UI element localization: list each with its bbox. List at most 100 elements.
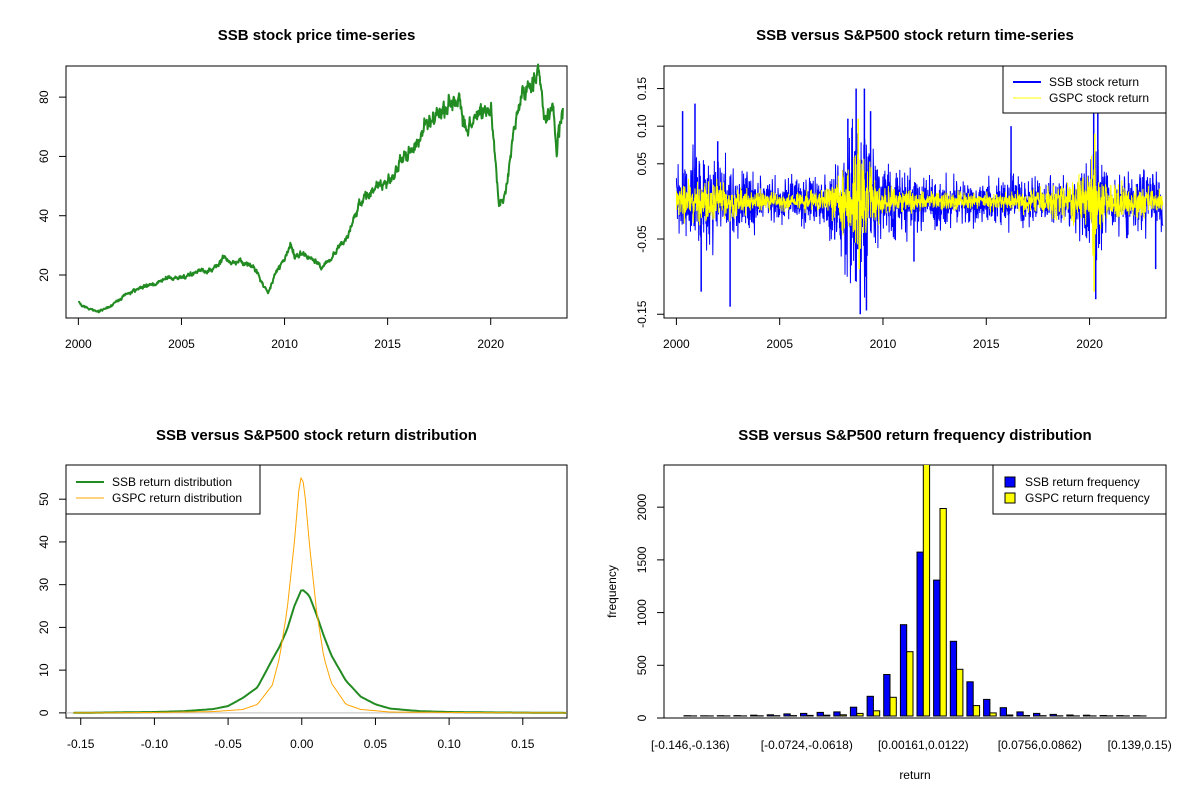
x-tick-label: 2010 bbox=[870, 337, 897, 351]
legend-label: SSB stock return bbox=[1049, 75, 1139, 89]
ssb-frequency-bar bbox=[849, 706, 858, 717]
y-tick-label: 20 bbox=[37, 620, 51, 634]
legend-label: GSPC return distribution bbox=[112, 491, 242, 505]
gspc-frequency-bar bbox=[989, 712, 997, 717]
ssb-frequency-bar bbox=[1049, 713, 1057, 717]
y-tick-label: 50 bbox=[37, 492, 51, 506]
y-axis-title: frequency bbox=[605, 565, 619, 618]
chart-title: SSB stock price time-series bbox=[218, 27, 416, 44]
y-tick-label: 1000 bbox=[635, 599, 649, 626]
ssb-frequency-bar bbox=[1082, 714, 1091, 717]
legend-box bbox=[1002, 65, 1167, 114]
x-tick-label: 2015 bbox=[374, 337, 401, 351]
ssb-frequency-bar bbox=[949, 640, 958, 717]
y-tick-label: 0.05 bbox=[635, 152, 649, 176]
y-tick-label: 60 bbox=[37, 149, 51, 163]
x-tick-label: 2000 bbox=[65, 337, 92, 351]
gspc-frequency-bar bbox=[839, 714, 847, 717]
gspc-density-line bbox=[73, 477, 567, 714]
legend-swatch bbox=[1004, 476, 1016, 488]
gspc-frequency-bar bbox=[972, 705, 981, 717]
y-tick-label: 40 bbox=[37, 209, 51, 223]
y-tick-label: 10 bbox=[37, 663, 51, 677]
ssb-frequency-bar bbox=[1016, 711, 1024, 717]
gspc-frequency-bar bbox=[872, 710, 881, 717]
x-tick-label: 2020 bbox=[477, 337, 504, 351]
price-series-line bbox=[77, 63, 564, 314]
ssb-frequency-bar bbox=[766, 714, 775, 717]
legend-label: SSB return frequency bbox=[1025, 475, 1140, 489]
ssb-frequency-bar bbox=[983, 698, 991, 717]
y-tick-label: 30 bbox=[37, 578, 51, 592]
legend-swatch bbox=[1004, 492, 1016, 504]
legend-box bbox=[992, 464, 1167, 515]
y-tick-label: 40 bbox=[37, 535, 51, 549]
y-tick-label: 1500 bbox=[635, 546, 649, 573]
x-tick-label: -0.10 bbox=[141, 737, 169, 751]
ssb-frequency-bar bbox=[999, 707, 1008, 717]
x-tick-label: [-0.0724,-0.0618) bbox=[761, 738, 853, 752]
legend: SSB return frequency GSPC return frequenc… bbox=[992, 464, 1167, 515]
x-tick-label: 2000 bbox=[663, 337, 690, 351]
ssb-frequency-bar bbox=[899, 624, 908, 717]
y-tick-label: 0 bbox=[37, 709, 51, 716]
price-timeseries-panel: SSB stock price time-series 2000 2005 2010 2… bbox=[37, 27, 568, 351]
legend: SSB stock return GSPC stock return bbox=[1002, 65, 1167, 114]
ssb-frequency-bar bbox=[916, 551, 924, 717]
return-frequency-panel: SSB versus S&P500 return frequency distr… bbox=[605, 427, 1172, 782]
ssb-frequency-bar bbox=[800, 712, 808, 717]
x-tick-label: [0.0756,0.0862) bbox=[998, 738, 1082, 752]
ssb-frequency-bar bbox=[816, 711, 824, 717]
x-tick-label: [-0.146,-0.136) bbox=[651, 738, 730, 752]
x-tick-label: 2005 bbox=[766, 337, 793, 351]
chart-title: SSB versus S&P500 return frequency distr… bbox=[738, 427, 1091, 444]
chart-title: SSB versus S&P500 stock return time-seri… bbox=[756, 27, 1074, 44]
ssb-frequency-bar bbox=[833, 711, 841, 717]
y-tick-label: -0.15 bbox=[635, 300, 649, 328]
gspc-frequency-bar bbox=[889, 696, 897, 717]
legend-label: GSPC stock return bbox=[1049, 91, 1149, 105]
x-tick-label: 2020 bbox=[1076, 337, 1103, 351]
gspc-frequency-bar bbox=[806, 714, 814, 717]
x-tick-label: 2005 bbox=[168, 337, 195, 351]
bars bbox=[683, 465, 1147, 717]
y-tick-label: 0.10 bbox=[635, 114, 649, 138]
x-tick-label: 0.10 bbox=[437, 737, 461, 751]
gspc-frequency-bar bbox=[922, 465, 931, 717]
return-distribution-panel: SSB versus S&P500 stock return distribut… bbox=[37, 427, 568, 751]
gspc-frequency-bar bbox=[956, 668, 964, 717]
return-timeseries-panel: SSB versus S&P500 stock return time-seri… bbox=[635, 27, 1167, 351]
ssb-frequency-bar bbox=[750, 714, 758, 717]
ssb-frequency-bar bbox=[933, 579, 941, 717]
gspc-frequency-bar bbox=[939, 508, 947, 717]
x-tick-label: 2015 bbox=[973, 337, 1000, 351]
x-tick-label: [0.00161,0.0122) bbox=[878, 738, 969, 752]
ssb-frequency-bar bbox=[866, 695, 874, 717]
chart-title: SSB versus S&P500 stock return distribut… bbox=[156, 427, 477, 444]
y-tick-label: 0 bbox=[635, 714, 649, 721]
ssb-frequency-bar bbox=[1066, 714, 1074, 717]
y-tick-label: 80 bbox=[37, 90, 51, 104]
y-tick-label: 0.15 bbox=[635, 77, 649, 101]
legend: SSB return distribution GSPC return distr… bbox=[65, 464, 261, 515]
gspc-frequency-bar bbox=[1006, 714, 1014, 717]
ssb-frequency-bar bbox=[966, 681, 974, 717]
ssb-frequency-bar bbox=[783, 713, 791, 717]
gspc-frequency-bar bbox=[906, 651, 914, 717]
gspc-return-series-line bbox=[675, 154, 1164, 256]
legend-box bbox=[65, 464, 261, 515]
legend-label: SSB return distribution bbox=[112, 475, 232, 489]
ssb-frequency-bar bbox=[1099, 715, 1107, 717]
y-tick-label: 2000 bbox=[635, 493, 649, 520]
gspc-frequency-bar bbox=[823, 714, 831, 717]
x-tick-label: -0.05 bbox=[214, 737, 242, 751]
ssb-density-line bbox=[73, 589, 567, 714]
y-tick-label: 500 bbox=[635, 655, 649, 675]
x-tick-label: 0.00 bbox=[290, 737, 314, 751]
legend-label: GSPC return frequency bbox=[1025, 491, 1150, 505]
gspc-frequency-bar bbox=[1022, 715, 1031, 717]
gspc-frequency-bar bbox=[856, 712, 864, 717]
y-tick-label: -0.05 bbox=[635, 225, 649, 253]
ssb-frequency-bar bbox=[1033, 712, 1041, 717]
